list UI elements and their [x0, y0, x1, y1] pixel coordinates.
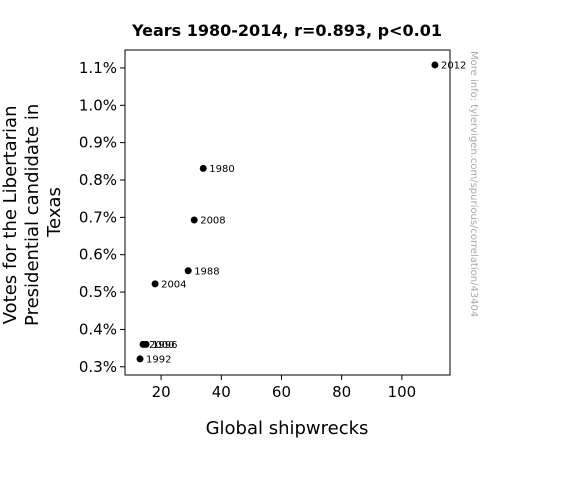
x-tick-label: 100	[388, 383, 417, 401]
y-tick-label: 0.7%	[79, 208, 117, 226]
chart-title: Years 1980-2014, r=0.893, p<0.01	[131, 21, 442, 40]
y-tick-label: 0.5%	[79, 283, 117, 301]
y-tick-label: 0.4%	[79, 320, 117, 338]
y-axis-label-line-1: Votes for the Libertarian	[0, 105, 21, 324]
data-point-1980	[199, 164, 207, 172]
data-point-1988	[184, 267, 192, 275]
plot-frame	[124, 49, 451, 376]
y-tick-label: 0.6%	[79, 246, 117, 264]
x-axis-label: Global shipwrecks	[206, 418, 369, 439]
point-label-1988: 1988	[194, 266, 219, 277]
y-axis-label-line-3: Texas	[44, 187, 65, 238]
point-label-1980: 1980	[209, 164, 234, 175]
y-axis-ticks: 0.3% 0.4% 0.5% 0.6% 0.7% 0.8% 0.9% 1.0% 1.1%	[79, 59, 125, 376]
point-label-2012: 2012	[441, 60, 466, 71]
data-point-2008	[190, 216, 198, 224]
x-tick-label: 40	[212, 383, 231, 401]
data-point-2012	[431, 61, 439, 69]
data-point-1996	[142, 340, 150, 348]
point-label-1996: 1996	[152, 340, 177, 351]
x-axis-ticks: 20 40 60 80 100	[152, 375, 417, 401]
y-tick-label: 0.3%	[79, 358, 117, 376]
data-point-1992	[136, 355, 144, 363]
y-tick-label: 0.8%	[79, 171, 117, 189]
data-point-2004	[151, 280, 159, 288]
source-watermark: More info: tylervigen.com/spurious/corre…	[468, 51, 479, 317]
y-tick-label: 1.1%	[79, 59, 117, 77]
point-label-1992: 1992	[146, 354, 171, 365]
point-label-2004: 2004	[161, 279, 186, 290]
point-label-2000: 2000	[149, 340, 174, 351]
y-tick-label: 1.0%	[79, 96, 117, 114]
x-tick-label: 80	[332, 383, 351, 401]
y-axis-label-line-2: Presidential candidate in	[22, 104, 43, 326]
y-axis-label: Votes for the Libertarian Presidential c…	[0, 98, 65, 326]
x-tick-label: 60	[272, 383, 291, 401]
x-tick-label: 20	[152, 383, 171, 401]
y-tick-label: 0.9%	[79, 134, 117, 152]
point-label-2008: 2008	[200, 215, 225, 226]
